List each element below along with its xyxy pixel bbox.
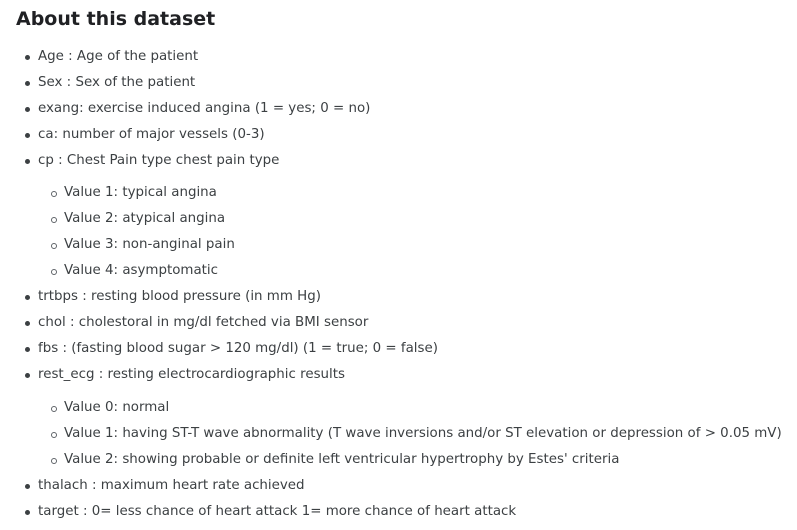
- list-item-text: Sex : Sex of the patient: [38, 75, 196, 90]
- sub-list-item-text: Value 0: normal: [64, 400, 170, 415]
- sub-list-item-cp-value-1: Value 1: typical angina: [0, 180, 797, 206]
- list-item-text: exang: exercise induced angina (1 = yes;…: [38, 101, 371, 116]
- section-title: About this dataset: [16, 8, 216, 30]
- list-item-chol: chol : cholestoral in mg/dl fetched via …: [0, 310, 797, 336]
- bullet-circle-icon: [51, 217, 57, 223]
- list-item-text: ca: number of major vessels (0-3): [38, 127, 265, 142]
- list-item-text: chol : cholestoral in mg/dl fetched via …: [38, 315, 369, 330]
- bullet-dot-icon: [25, 133, 30, 138]
- bullet-dot-icon: [25, 484, 30, 489]
- bullet-dot-icon: [25, 321, 30, 326]
- sub-list-item-text: Value 1: having ST-T wave abnormality (T…: [64, 426, 782, 441]
- list-item-ca: ca: number of major vessels (0-3): [0, 122, 797, 148]
- list-item-text: target : 0= less chance of heart attack …: [38, 504, 517, 519]
- list-item-text: fbs : (fasting blood sugar > 120 mg/dl) …: [38, 341, 438, 356]
- bullet-circle-icon: [51, 269, 57, 275]
- sub-list-item-rest-ecg-value-1: Value 1: having ST-T wave abnormality (T…: [0, 421, 797, 447]
- list-item-text: Age : Age of the patient: [38, 49, 199, 64]
- bullet-circle-icon: [51, 406, 57, 412]
- list-item-exang: exang: exercise induced angina (1 = yes;…: [0, 96, 797, 122]
- sub-list-item-text: Value 2: showing probable or definite le…: [64, 452, 620, 467]
- list-item-age: Age : Age of the patient: [0, 44, 797, 70]
- sub-list-item-rest-ecg-value-0: Value 0: normal: [0, 395, 797, 421]
- list-item-target: target : 0= less chance of heart attack …: [0, 499, 797, 525]
- sub-list-item-text: Value 3: non-anginal pain: [64, 237, 235, 252]
- sub-list-item-rest-ecg-value-2: Value 2: showing probable or definite le…: [0, 447, 797, 473]
- sub-list-item-cp-value-4: Value 4: asymptomatic: [0, 258, 797, 284]
- bullet-dot-icon: [25, 55, 30, 60]
- sub-list-item-cp-value-2: Value 2: atypical angina: [0, 206, 797, 232]
- bullet-dot-icon: [25, 81, 30, 86]
- bullet-dot-icon: [25, 510, 30, 515]
- bullet-dot-icon: [25, 295, 30, 300]
- list-item-trtbps: trtbps : resting blood pressure (in mm H…: [0, 284, 797, 310]
- bullet-dot-icon: [25, 159, 30, 164]
- list-item-text: thalach : maximum heart rate achieved: [38, 478, 305, 493]
- sub-list-item-cp-value-3: Value 3: non-anginal pain: [0, 232, 797, 258]
- sub-list-item-text: Value 1: typical angina: [64, 185, 217, 200]
- dataset-attribute-list: Age : Age of the patient Sex : Sex of th…: [0, 44, 797, 525]
- list-item-text: trtbps : resting blood pressure (in mm H…: [38, 289, 321, 304]
- list-item-text: rest_ecg : resting electrocardiographic …: [38, 367, 345, 382]
- list-item-fbs: fbs : (fasting blood sugar > 120 mg/dl) …: [0, 336, 797, 362]
- bullet-circle-icon: [51, 458, 57, 464]
- bullet-dot-icon: [25, 347, 30, 352]
- sub-list-item-text: Value 2: atypical angina: [64, 211, 226, 226]
- bullet-dot-icon: [25, 373, 30, 378]
- bullet-circle-icon: [51, 243, 57, 249]
- bullet-circle-icon: [51, 432, 57, 438]
- sub-list-item-text: Value 4: asymptomatic: [64, 263, 218, 278]
- list-item-cp: cp : Chest Pain type chest pain type: [0, 148, 797, 174]
- list-item-sex: Sex : Sex of the patient: [0, 70, 797, 96]
- bullet-circle-icon: [51, 191, 57, 197]
- list-item-rest-ecg: rest_ecg : resting electrocardiographic …: [0, 362, 797, 388]
- list-item-thalach: thalach : maximum heart rate achieved: [0, 473, 797, 499]
- list-item-text: cp : Chest Pain type chest pain type: [38, 153, 280, 168]
- bullet-dot-icon: [25, 107, 30, 112]
